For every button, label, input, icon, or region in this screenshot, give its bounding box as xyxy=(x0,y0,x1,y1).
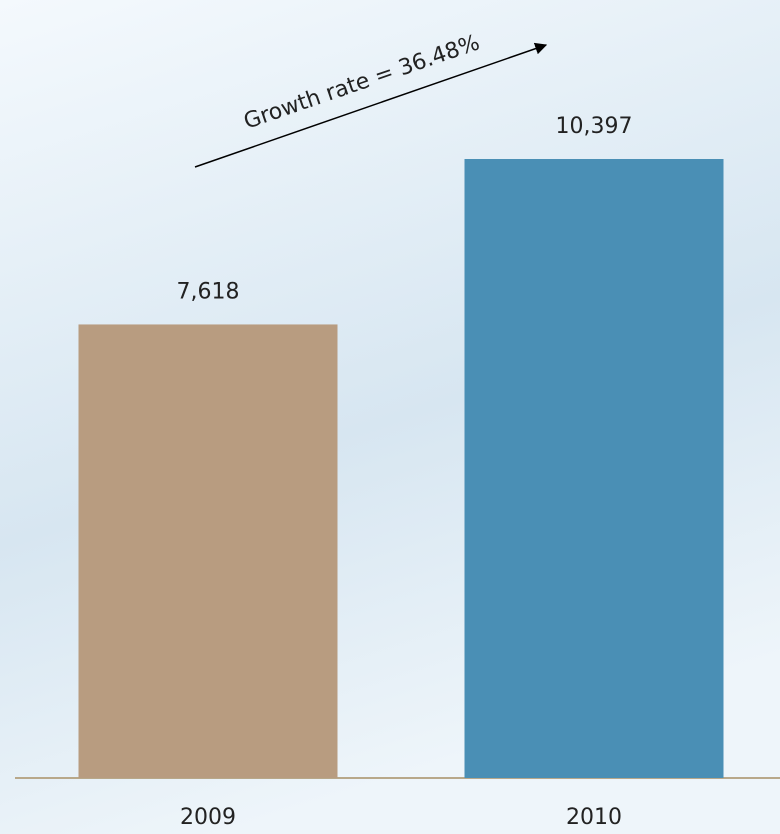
growth-arrow xyxy=(194,42,548,168)
bar xyxy=(78,324,338,778)
x-tick-label: 2009 xyxy=(180,805,236,830)
x-tick-label: 2010 xyxy=(566,805,622,830)
bar xyxy=(464,159,724,778)
value-label: 10,397 xyxy=(556,114,633,139)
value-label: 7,618 xyxy=(177,279,240,304)
